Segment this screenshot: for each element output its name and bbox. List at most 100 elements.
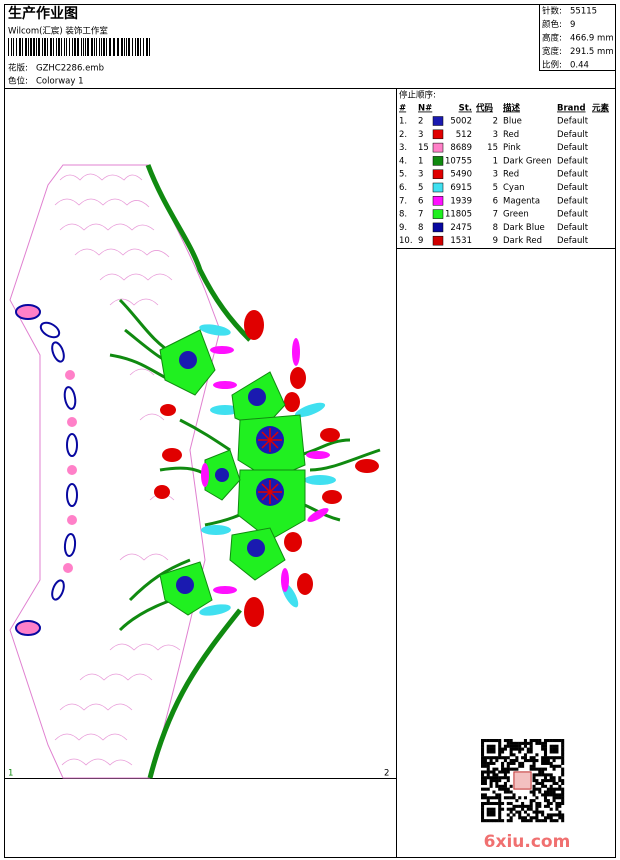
qr-module <box>486 761 490 765</box>
qr-module <box>512 759 516 763</box>
barcode-bar <box>66 38 67 56</box>
qr-module <box>498 787 502 791</box>
color-swatch <box>432 182 444 193</box>
barcode-bar <box>87 38 89 56</box>
qr-module <box>492 810 496 814</box>
stop-sequence-table: # N# St. 代码 描述 Brand 元素 1. 2 5002 2 Blue Default 2. 3 5… <box>399 103 610 247</box>
qr-module <box>555 787 559 791</box>
qr-module <box>492 773 496 777</box>
qr-module <box>529 756 533 760</box>
qr-module <box>543 750 548 754</box>
brand: Default <box>557 183 589 193</box>
column-header: N# <box>418 104 432 114</box>
row-index: 7. <box>399 196 407 206</box>
qr-module <box>532 773 536 777</box>
barcode-bar <box>121 38 123 56</box>
qr-module <box>532 787 536 791</box>
qr-module <box>518 804 522 808</box>
qr-module <box>521 756 525 760</box>
qr-module <box>492 779 496 783</box>
qr-module <box>561 770 565 774</box>
qr-module <box>489 739 493 743</box>
qr-module <box>561 767 565 771</box>
qr-module <box>489 759 493 763</box>
qr-module <box>498 807 502 811</box>
qr-module <box>546 739 550 743</box>
description: Pink <box>503 143 521 153</box>
qr-module <box>481 761 485 765</box>
qr-module <box>498 819 502 823</box>
brand: Default <box>557 170 589 180</box>
needle: 9 <box>418 236 423 246</box>
stitches: 11805 <box>445 210 472 220</box>
qr-module <box>515 747 519 751</box>
qr-module <box>495 796 499 800</box>
qr-module <box>483 776 487 780</box>
qr-module <box>538 781 542 785</box>
color-swatch <box>432 129 444 140</box>
qr-module <box>498 770 502 774</box>
qr-module <box>481 796 485 800</box>
qr-module <box>498 756 502 760</box>
qr-module <box>546 801 550 806</box>
qr-module <box>481 804 485 808</box>
qr-module <box>541 819 545 823</box>
qr-module <box>518 764 522 768</box>
qr-module <box>549 776 553 780</box>
qr-module <box>529 744 533 748</box>
qr-module <box>538 741 542 745</box>
qr-module <box>546 773 550 777</box>
stat-label: 宽度: <box>542 46 562 57</box>
qr-module <box>483 781 487 785</box>
qr-module <box>526 807 530 811</box>
qr-module <box>538 739 542 743</box>
needle: 6 <box>418 196 423 206</box>
qr-module <box>555 781 559 785</box>
qr-module <box>481 787 485 791</box>
qr-module <box>489 779 493 783</box>
qr-module <box>549 761 553 765</box>
barcode-bar <box>140 38 141 56</box>
qr-module <box>506 790 510 794</box>
qr-module <box>546 787 550 791</box>
qr-module <box>535 796 539 800</box>
qr-module <box>555 813 559 817</box>
qr-module <box>532 776 536 780</box>
qr-module <box>518 750 522 754</box>
qr-module <box>543 796 548 800</box>
qr-module <box>495 756 499 760</box>
qr-module <box>481 741 485 745</box>
qr-module <box>489 810 493 814</box>
qr-module <box>549 816 553 820</box>
qr-module <box>535 816 539 820</box>
qr-module <box>532 739 536 743</box>
qr-module <box>561 739 565 743</box>
qr-module <box>503 776 507 780</box>
qr-module <box>515 759 519 763</box>
qr-module <box>503 790 507 794</box>
qr-module <box>529 747 533 751</box>
qr-module <box>543 744 548 748</box>
qr-module <box>506 761 510 765</box>
qr-module <box>512 807 516 811</box>
barcode-bar <box>8 38 9 56</box>
barcode-bar <box>85 38 86 56</box>
qr-module <box>492 767 496 771</box>
qr-module <box>481 779 485 783</box>
qr-module <box>555 796 559 800</box>
qr-module <box>515 744 519 748</box>
barcode-bar <box>143 38 144 56</box>
barcode-bar <box>101 38 102 56</box>
qr-module <box>481 793 485 797</box>
qr-module <box>515 804 519 808</box>
qr-module <box>561 773 565 777</box>
qr-module <box>486 744 490 748</box>
qr-module <box>481 810 485 814</box>
qr-module <box>521 741 525 745</box>
qr-module <box>501 764 505 768</box>
qr-module <box>541 784 545 788</box>
qr-module <box>501 750 505 754</box>
qr-module <box>558 816 562 820</box>
qr-module <box>486 787 490 791</box>
column-header: St. <box>459 104 472 114</box>
